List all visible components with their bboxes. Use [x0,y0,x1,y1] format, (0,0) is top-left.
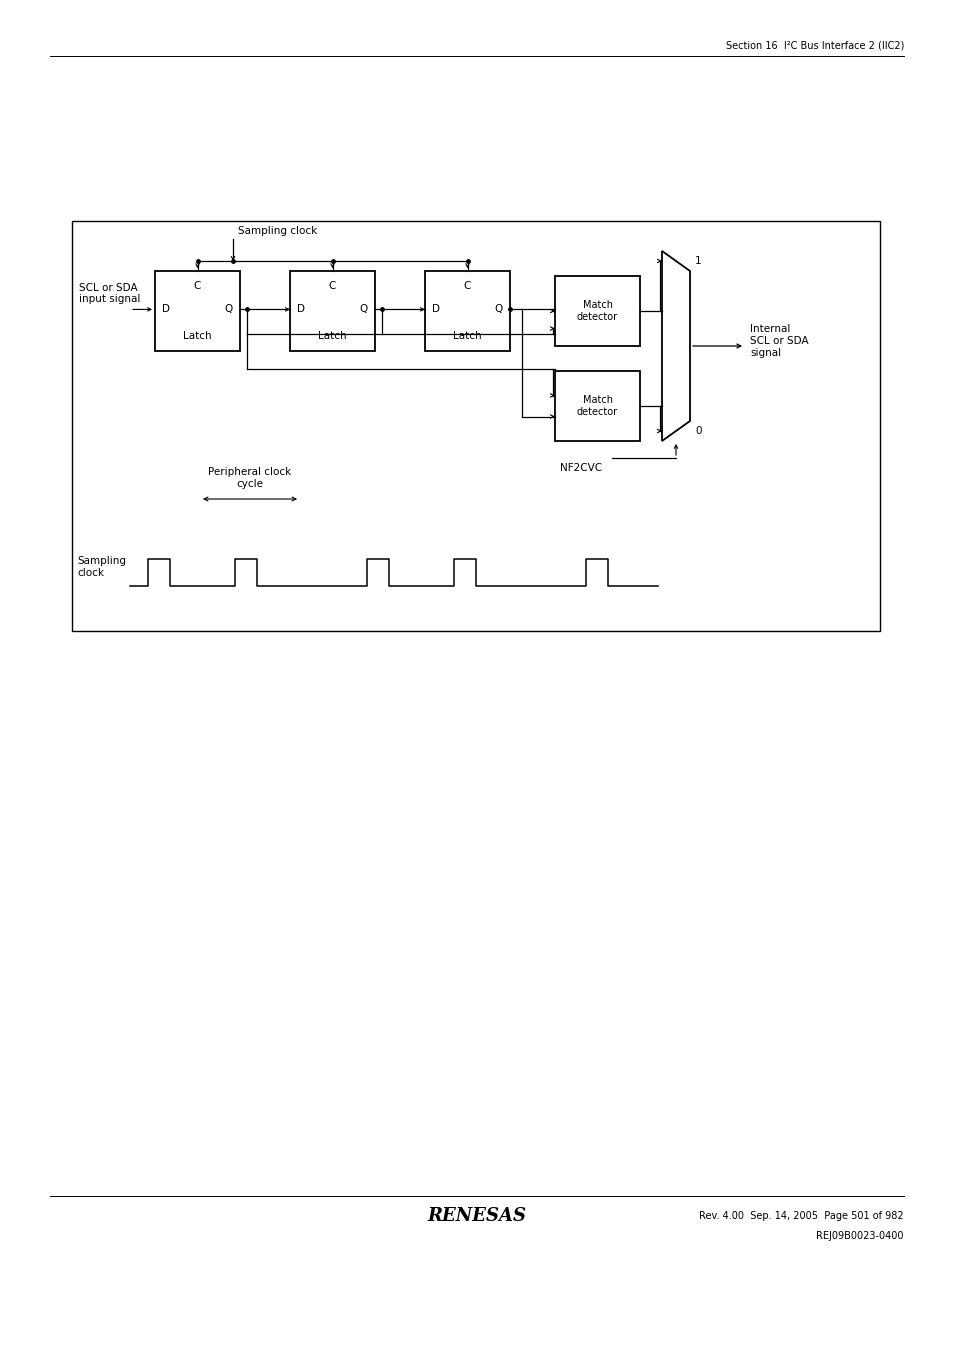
Text: D: D [162,304,170,315]
Text: NF2CVC: NF2CVC [559,463,601,473]
Text: Q: Q [225,304,233,315]
Text: C: C [463,281,471,290]
Bar [424,272,510,351]
Text: Q: Q [495,304,502,315]
Bar [290,272,375,351]
Text: Sampling clock: Sampling clock [237,226,317,236]
Text: Peripheral clock
cycle: Peripheral clock cycle [208,467,292,489]
Text: RENESAS: RENESAS [427,1206,526,1225]
Polygon shape [661,251,689,440]
Text: REJ09B0023-0400: REJ09B0023-0400 [816,1231,903,1242]
Text: Q: Q [359,304,368,315]
Text: D: D [296,304,305,315]
Text: Latch: Latch [318,331,347,340]
Bar [555,372,639,440]
Text: Rev. 4.00  Sep. 14, 2005  Page 501 of 982: Rev. 4.00 Sep. 14, 2005 Page 501 of 982 [699,1210,903,1221]
Text: C: C [329,281,335,290]
Text: 0: 0 [695,426,700,436]
Text: Match
detector: Match detector [577,300,618,322]
Text: Section 16  I²C Bus Interface 2 (IIC2): Section 16 I²C Bus Interface 2 (IIC2) [725,41,903,51]
Text: D: D [432,304,439,315]
Text: Latch: Latch [183,331,212,340]
Text: Latch: Latch [453,331,481,340]
Text: C: C [193,281,201,290]
Bar [71,222,879,631]
Text: SCL or SDA
input signal: SCL or SDA input signal [79,282,140,304]
Bar [154,272,240,351]
Text: Match
detector: Match detector [577,396,618,417]
Bar [555,276,639,346]
Text: 1: 1 [695,255,700,266]
Text: Sampling
clock: Sampling clock [77,557,126,578]
Text: Internal
SCL or SDA
signal: Internal SCL or SDA signal [749,324,808,358]
